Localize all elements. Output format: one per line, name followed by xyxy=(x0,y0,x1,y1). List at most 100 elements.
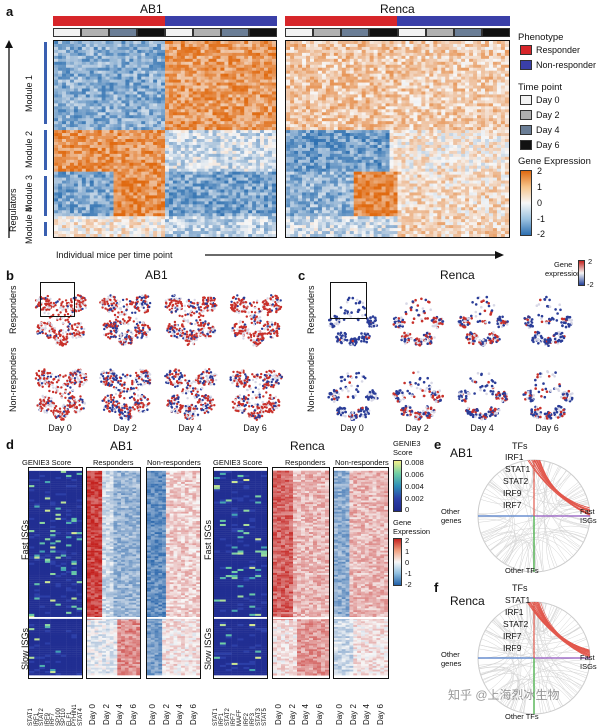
day-label: Day 0 xyxy=(148,704,157,725)
panel-b-day2: Day 2 xyxy=(113,423,137,433)
module-4-label: Module 4 xyxy=(24,206,34,244)
panel-b-day4: Day 4 xyxy=(178,423,202,433)
gene-label: MAFF xyxy=(237,709,244,726)
panel-f-other-tfs: Other TFs xyxy=(505,712,539,721)
panel-d-title-renca: Renca xyxy=(290,439,325,453)
day-label: Day 6 xyxy=(128,704,138,725)
ab1-nonresponders-heatmap xyxy=(146,467,201,679)
panel-c-row-responders: Responders xyxy=(306,285,316,334)
timepoint-legend-title: Time point xyxy=(518,82,562,93)
tf-label: STAT2 xyxy=(503,476,529,486)
panel-d-label: d xyxy=(6,437,14,452)
renca-genie3-heatmap xyxy=(213,467,268,679)
watermark: 知乎 @上海烈冰生物 xyxy=(448,688,560,702)
expr-tick-m2: -2 xyxy=(537,229,546,239)
legend-day6-label: Day 6 xyxy=(536,140,560,150)
legend-day0-label: Day 0 xyxy=(536,95,560,105)
day-label: Day 0 xyxy=(335,704,344,725)
day-label: Day 0 xyxy=(88,704,97,725)
panel-f-tfs-label: TFs xyxy=(512,583,528,593)
tf-label: IRF7 xyxy=(503,500,522,510)
d-expr-tick-2: 0 xyxy=(405,558,410,567)
genie3-tick-2: 0.004 xyxy=(405,482,424,491)
genie3-tick-1: 0.006 xyxy=(405,470,424,479)
module-1-bracket xyxy=(44,42,47,124)
legend-responder-label: Responder xyxy=(536,45,581,55)
panel-b-row-nonresponders: Non-responders xyxy=(8,347,18,412)
panel-a-title-ab1: AB1 xyxy=(140,2,163,16)
panel-b-label: b xyxy=(6,268,14,283)
legend-day2-label: Day 2 xyxy=(536,110,560,120)
legend-nonresponder-swatch xyxy=(520,60,532,70)
d-expr-tick-3: -1 xyxy=(405,569,412,578)
panel-e-other-tfs: Other TFs xyxy=(505,566,539,575)
day-label: Day 4 xyxy=(175,704,184,725)
panel-c-color-bar xyxy=(578,260,585,286)
panel-e-network xyxy=(477,459,591,573)
genie3-tick-3: 0.002 xyxy=(405,494,424,503)
ab1-genie3-heatmap xyxy=(28,467,83,679)
module-2-label: Module 2 xyxy=(24,130,34,168)
genie3-tick-0: 0.008 xyxy=(405,458,424,467)
panel-c-label: c xyxy=(298,268,306,283)
renca-regulator-heatmap xyxy=(285,40,510,238)
panel-b-row-responders: Responders xyxy=(8,285,18,334)
day-label: Day 6 xyxy=(188,704,198,725)
panel-e-other-genes: Other genes xyxy=(441,507,462,525)
gene-label: STAT5 xyxy=(261,708,268,726)
renca-nonresp-header: Non-responders xyxy=(335,458,389,467)
tf-label: IRF7 xyxy=(503,631,522,641)
gene-label: STAT3 xyxy=(255,708,262,726)
tf-label: IRF1 xyxy=(505,607,524,617)
ab1-genie-header: GENIE3 Score xyxy=(22,458,72,467)
panel-c-day0: Day 0 xyxy=(340,423,364,433)
day-label: Day 2 xyxy=(348,704,358,725)
panel-e-title: AB1 xyxy=(450,446,473,460)
tf-label: STAT1 xyxy=(505,595,531,605)
renca-genie-header: GENIE3 Score xyxy=(213,458,263,467)
panel-b-day0: Day 0 xyxy=(48,423,72,433)
panel-f-other-genes: Other genes xyxy=(441,650,462,668)
tf-label: STAT1 xyxy=(505,464,531,474)
d-expr-tick-0: 2 xyxy=(405,536,410,545)
panel-c-tick-top: 2 xyxy=(588,257,593,266)
regulators-arrow xyxy=(5,40,13,238)
d-expr-tick-1: 1 xyxy=(405,547,410,556)
genie3-legend-title: GENIE3 Score xyxy=(393,439,421,457)
ab1-regulator-heatmap xyxy=(53,40,277,238)
day-label: Day 4 xyxy=(115,704,124,725)
day-label: Day 0 xyxy=(274,704,283,725)
day-label: Day 4 xyxy=(362,704,371,725)
expr-tick-1: 1 xyxy=(537,182,543,192)
tf-label: IRF1 xyxy=(505,452,524,462)
ab1-nonresponder-bar xyxy=(165,16,277,26)
phenotype-legend-title: Phenotype xyxy=(518,32,564,43)
panel-b-title: AB1 xyxy=(145,268,168,282)
d-expr-tick-4: -2 xyxy=(405,580,412,589)
day-label: Day 6 xyxy=(314,704,324,725)
legend-nonresponder-label: Non-responder xyxy=(536,60,597,70)
ab1-responder-bar xyxy=(53,16,165,26)
module-1-label: Module 1 xyxy=(24,74,34,112)
panel-a-label: a xyxy=(6,4,14,19)
panel-a-title-renca: Renca xyxy=(380,2,415,16)
legend-day4-swatch xyxy=(520,125,532,135)
gene-label: STAT4 xyxy=(77,708,84,726)
renca-resp-header: Responders xyxy=(285,458,326,467)
legend-responder-swatch xyxy=(520,45,532,55)
mice-axis-label: Individual mice per time point xyxy=(56,250,173,260)
d-expr-legend-title: Gene Expression xyxy=(393,518,431,536)
ab1-responders-heatmap xyxy=(86,467,141,679)
renca-fast-isgs-label: Fast ISGs xyxy=(203,519,213,560)
day-label: Day 4 xyxy=(301,704,310,725)
panel-f-label: f xyxy=(434,580,439,595)
panel-c-row-nonresponders: Non-responders xyxy=(306,347,316,412)
renca-nonresponders-heatmap xyxy=(333,467,389,679)
module-2-bracket xyxy=(44,130,47,170)
gene-label: IRF2 xyxy=(243,712,250,726)
ab1-nonresp-header: Non-responders xyxy=(147,458,201,467)
legend-day0-swatch xyxy=(520,95,532,105)
panel-c-day6: Day 6 xyxy=(535,423,559,433)
d-expr-color-bar xyxy=(393,538,402,586)
panel-f-fast-isgs: Fast ISGs xyxy=(580,653,597,671)
